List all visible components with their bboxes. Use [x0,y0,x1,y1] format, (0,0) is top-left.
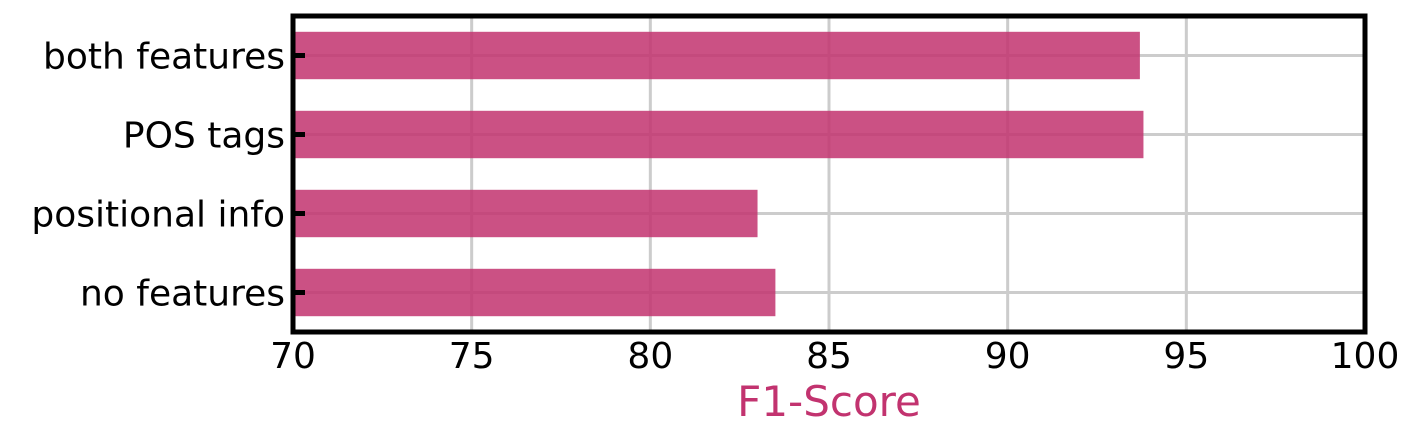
y-axis-ticks: both features POS tags positional info no f… [31,37,305,315]
bar-positional-info [293,189,758,238]
y-tick-label: no features [80,274,285,315]
bar-both-features [293,31,1140,80]
x-tick-label: 85 [806,336,852,377]
bar-pos-tags [293,110,1144,159]
bar-no-features [293,268,776,317]
x-tick-label: 95 [1163,336,1209,377]
plot-frame [290,13,1368,335]
x-axis-ticks: 70 75 80 85 90 95 100 [270,336,1399,377]
x-tick-label: 90 [985,336,1031,377]
x-tick-label: 75 [449,336,495,377]
x-tick-label: 80 [627,336,673,377]
bars [293,31,1144,317]
y-tick-label: POS tags [123,116,285,157]
x-tick-label: 70 [270,336,316,377]
x-tick-label: 100 [1331,336,1400,377]
y-tick-label: positional info [31,195,285,236]
x-axis-title: F1-Score [737,377,921,426]
y-tick-label: both features [43,37,285,78]
